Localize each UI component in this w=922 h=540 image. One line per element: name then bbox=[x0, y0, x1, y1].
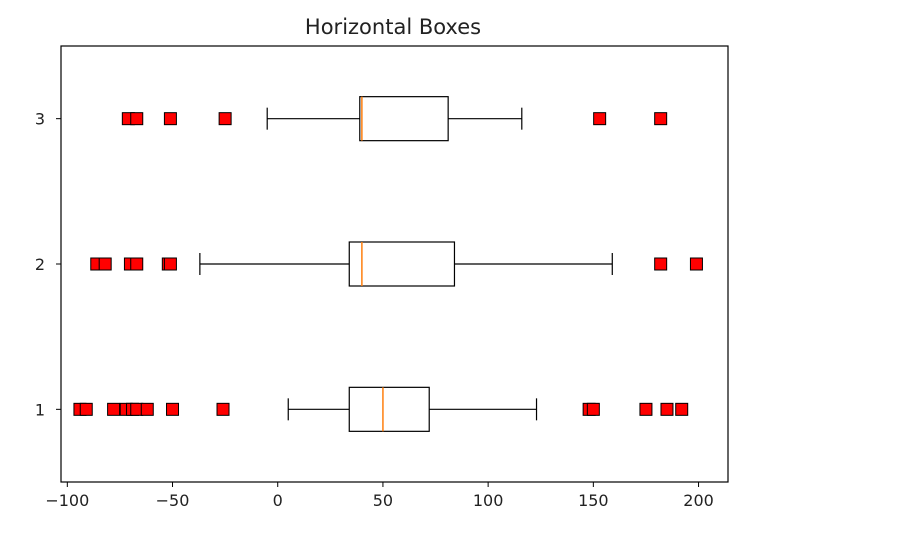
y-tick-label: 3 bbox=[35, 110, 45, 129]
outlier-point bbox=[593, 112, 607, 126]
outlier-point bbox=[107, 402, 121, 416]
y-axis: 1 2 3 bbox=[35, 110, 61, 419]
outlier-point bbox=[166, 402, 180, 416]
outlier-point bbox=[163, 257, 177, 271]
box-group-3 bbox=[121, 96, 668, 142]
chart-title: Horizontal Boxes bbox=[305, 15, 481, 39]
outlier-point bbox=[689, 257, 703, 271]
outlier-point bbox=[98, 257, 112, 271]
x-tick-label: 100 bbox=[473, 491, 504, 510]
outlier-point bbox=[163, 112, 177, 126]
box-group-1 bbox=[73, 386, 689, 432]
axes-frame bbox=[60, 45, 729, 483]
outlier-point bbox=[639, 402, 653, 416]
outlier-point bbox=[654, 112, 668, 126]
y-tick-label: 1 bbox=[35, 400, 45, 419]
outlier-point bbox=[218, 112, 232, 126]
x-tick-label: 0 bbox=[273, 491, 283, 510]
outlier-point bbox=[216, 402, 230, 416]
outlier-point bbox=[660, 402, 674, 416]
x-tick-label: −100 bbox=[45, 491, 89, 510]
plot-area bbox=[73, 96, 703, 432]
x-tick-label: 200 bbox=[683, 491, 714, 510]
outlier-point bbox=[79, 402, 93, 416]
outlier-point bbox=[130, 112, 144, 126]
box-iqr bbox=[348, 386, 430, 432]
outlier-point bbox=[675, 402, 689, 416]
box-iqr bbox=[359, 96, 449, 142]
x-tick-label: 150 bbox=[578, 491, 609, 510]
box-iqr bbox=[348, 241, 456, 287]
outlier-point bbox=[654, 257, 668, 271]
x-tick-label: −50 bbox=[156, 491, 190, 510]
outlier-point bbox=[140, 402, 154, 416]
outlier-point bbox=[130, 257, 144, 271]
outlier-point bbox=[586, 402, 600, 416]
box-group-2 bbox=[90, 241, 703, 287]
x-tick-label: 50 bbox=[373, 491, 393, 510]
y-tick-label: 2 bbox=[35, 255, 45, 274]
x-axis: −100 −50 0 50 100 150 200 bbox=[45, 482, 714, 510]
